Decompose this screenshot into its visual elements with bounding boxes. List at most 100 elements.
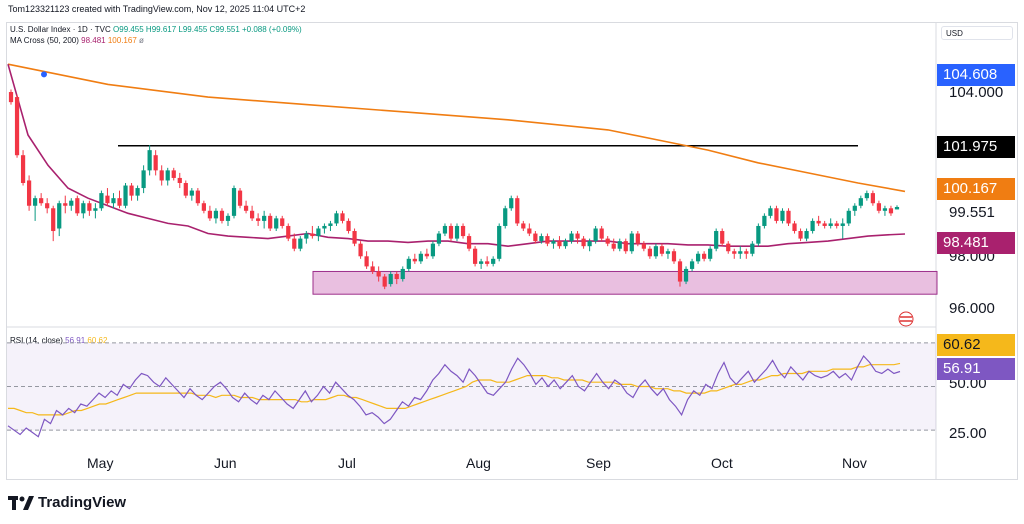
candle-body: [280, 218, 285, 226]
candle-body: [256, 218, 261, 221]
candle-body: [720, 231, 725, 244]
candle-body: [352, 231, 357, 244]
candle-body: [665, 251, 671, 254]
candle-body: [105, 195, 110, 204]
candle-body: [39, 198, 44, 204]
candle-body: [479, 261, 484, 264]
candle-body: [454, 225, 460, 239]
candle-body: [147, 150, 152, 171]
price-tag-ma50: 98.481: [937, 232, 1015, 254]
ohlc-values: O99.455 H99.617 L99.455 C99.551 +0.088 (…: [113, 25, 302, 34]
candle-body: [593, 228, 598, 242]
candle-body: [195, 190, 200, 204]
candle-body: [605, 238, 610, 244]
tradingview-mark-icon: [8, 495, 34, 510]
candle-body: [436, 233, 442, 244]
candle-body: [689, 261, 695, 269]
candle-body: [497, 225, 502, 259]
candle-body: [262, 215, 267, 221]
candle-body: [617, 241, 622, 249]
tradingview-logo[interactable]: TradingView: [8, 494, 126, 511]
ma-extra-symbol: ø: [139, 36, 144, 45]
candle-body: [509, 198, 514, 209]
candle-body: [99, 193, 104, 209]
x-label-sep: Sep: [586, 455, 611, 471]
symbol-legend[interactable]: U.S. Dollar Index · 1D · TVC O99.455 H99…: [10, 25, 302, 34]
candle-body: [726, 243, 731, 252]
candle-body: [774, 208, 779, 221]
created-by-text: Tom123321123 created with TradingView.co…: [8, 4, 306, 14]
symbol-name: U.S. Dollar Index · 1D · TVC: [10, 25, 111, 34]
price-tick-96: 96.000: [949, 300, 995, 317]
candle-body: [63, 203, 68, 206]
candle-body: [738, 251, 743, 254]
candle-body: [400, 268, 405, 280]
candle-body: [448, 225, 454, 239]
candle-body: [695, 253, 701, 262]
candle-body: [762, 215, 767, 226]
candle-body: [810, 220, 815, 232]
ma-cross-marker: [41, 71, 47, 78]
candle-body: [26, 180, 32, 206]
candle-body: [852, 205, 857, 211]
candle-body: [551, 241, 556, 244]
candle-body: [304, 233, 309, 239]
candle-body: [87, 203, 92, 211]
rsi-tag-ma: 60.62: [937, 334, 1015, 356]
candle-body: [406, 258, 411, 269]
candle-body: [286, 225, 291, 239]
rsi-legend-value: 56.91: [65, 336, 86, 345]
candle-body: [485, 261, 490, 264]
rsi-legend[interactable]: RSI (14, close) 56.91 60.62: [10, 336, 107, 345]
price-tag-hline: 101.975: [937, 136, 1015, 158]
candle-body: [756, 225, 761, 244]
currency-selector[interactable]: USD: [941, 26, 1013, 40]
candle-body: [388, 273, 393, 285]
ma50-value: 98.481: [81, 36, 106, 45]
candle-body: [8, 92, 14, 103]
rsi-ma-legend-value: 60.62: [87, 336, 108, 345]
candle-body: [888, 208, 894, 214]
candle-body: [527, 228, 532, 234]
candle-body: [870, 193, 875, 204]
candle-body: [117, 198, 122, 206]
rsi-tick-25: 25.00: [949, 425, 987, 442]
candle-body: [472, 248, 478, 264]
candle-body: [894, 206, 900, 210]
rsi-ma-line: [8, 362, 901, 416]
candle-body: [491, 258, 496, 264]
candle-body: [846, 210, 851, 224]
candle-body: [57, 203, 62, 229]
candle-body: [503, 208, 508, 226]
candle-body: [328, 223, 333, 226]
candle-body: [123, 185, 128, 206]
price-tag-close: 99.551: [949, 204, 995, 221]
candle-body: [882, 208, 888, 211]
rsi-tag-value: 56.91: [937, 358, 1015, 380]
candle-body: [623, 241, 628, 252]
candle-body: [33, 198, 38, 206]
ma200-line: [7, 63, 906, 193]
candle-body: [792, 223, 797, 232]
candle-body: [611, 243, 616, 249]
x-label-may: May: [87, 455, 114, 471]
candle-body: [51, 208, 56, 232]
candle-body: [816, 220, 821, 224]
candle-body: [653, 246, 659, 257]
candle-body: [394, 273, 399, 280]
candle-body: [587, 241, 592, 247]
candle-body: [111, 198, 116, 204]
candle-body: [75, 198, 80, 214]
candle-body: [876, 203, 882, 211]
candle-body: [14, 97, 20, 156]
candle-body: [316, 228, 321, 237]
candle-body: [322, 225, 327, 229]
candle-body: [93, 208, 98, 211]
candle-body: [858, 198, 863, 206]
ma-cross-legend[interactable]: MA Cross (50, 200) 98.481 100.167 ø: [10, 36, 144, 45]
candle-body: [460, 225, 466, 237]
ma50-line: [7, 63, 906, 248]
candle-body: [243, 205, 249, 211]
candle-body: [20, 155, 26, 183]
